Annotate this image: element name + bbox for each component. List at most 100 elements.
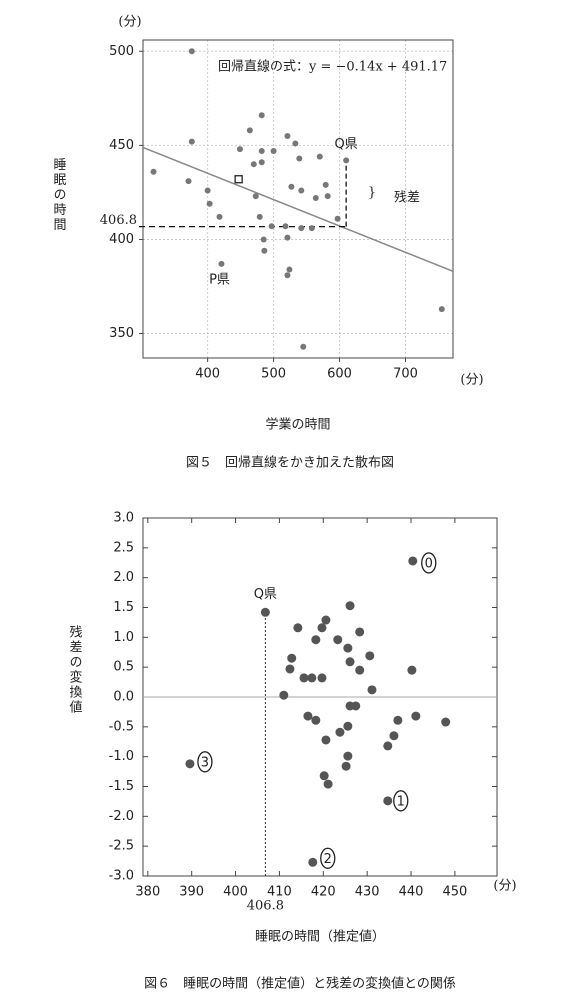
x-tick-label: 400 bbox=[195, 367, 220, 382]
predicted-label: 406.8 bbox=[247, 899, 284, 914]
y-tick-label: -2.5 bbox=[109, 839, 134, 854]
x-tick-label: 390 bbox=[179, 885, 204, 900]
y-tick-label: 0.0 bbox=[113, 690, 134, 705]
point bbox=[287, 653, 297, 663]
point bbox=[441, 717, 451, 727]
point bbox=[312, 195, 319, 202]
point bbox=[298, 225, 305, 232]
point bbox=[286, 266, 293, 273]
point bbox=[216, 213, 223, 220]
point bbox=[311, 715, 321, 725]
plot-frame bbox=[142, 39, 454, 359]
x-tick-label: 700 bbox=[393, 367, 418, 382]
point bbox=[188, 48, 195, 55]
x-tick-label: 380 bbox=[135, 885, 160, 900]
y-tick-label: -0.5 bbox=[109, 719, 134, 734]
point bbox=[284, 272, 291, 279]
point bbox=[185, 759, 195, 769]
x-unit: (分) bbox=[493, 879, 516, 894]
y-tick-label: 500 bbox=[109, 44, 134, 59]
point bbox=[311, 635, 321, 645]
point bbox=[355, 665, 365, 675]
point bbox=[188, 138, 195, 145]
point bbox=[393, 715, 403, 725]
point-label: 1 bbox=[397, 794, 405, 809]
y-unit: (分) bbox=[118, 15, 141, 30]
q-label: Q県 bbox=[335, 137, 358, 152]
y-tick-label: -1.5 bbox=[109, 779, 134, 794]
point bbox=[334, 215, 341, 222]
point bbox=[300, 343, 307, 350]
label-circle bbox=[197, 751, 213, 773]
point bbox=[293, 623, 303, 633]
point bbox=[319, 771, 329, 781]
x-tick-label: 500 bbox=[261, 367, 286, 382]
point-label: 2 bbox=[324, 852, 332, 867]
point bbox=[383, 741, 393, 751]
point bbox=[343, 643, 353, 653]
point bbox=[333, 635, 343, 645]
point bbox=[284, 132, 291, 139]
point bbox=[438, 306, 445, 313]
label-circle bbox=[320, 847, 336, 869]
x-tick-label: 400 bbox=[223, 885, 248, 900]
y-tick-label: -3.0 bbox=[109, 869, 134, 884]
x-axis-label: 学業の時間 bbox=[265, 417, 330, 433]
point bbox=[185, 178, 192, 185]
point bbox=[303, 711, 313, 721]
point bbox=[351, 701, 361, 711]
point bbox=[282, 223, 289, 230]
point bbox=[206, 200, 213, 207]
y-tick-label: 2.5 bbox=[113, 540, 134, 555]
point bbox=[236, 146, 243, 153]
y-tick-label: -2.0 bbox=[109, 809, 134, 824]
point bbox=[288, 183, 295, 190]
brace: } bbox=[368, 186, 376, 201]
point bbox=[298, 187, 305, 194]
point bbox=[383, 796, 393, 806]
point bbox=[345, 657, 355, 667]
point bbox=[343, 721, 353, 731]
point bbox=[279, 690, 289, 700]
y-tick-label: 1.0 bbox=[113, 630, 134, 645]
point bbox=[250, 161, 257, 168]
y-tick-label: 400 bbox=[109, 232, 134, 247]
point bbox=[411, 711, 421, 721]
point bbox=[322, 181, 329, 188]
point bbox=[407, 665, 417, 675]
y-tick-label: 2.0 bbox=[113, 570, 134, 585]
q-label: Q県 bbox=[254, 587, 277, 602]
label-circle bbox=[421, 552, 437, 574]
point bbox=[343, 157, 350, 164]
x-tick-label: 420 bbox=[311, 885, 336, 900]
point bbox=[307, 673, 317, 683]
caption: 図５ 回帰直線をかき加えた散布図 bbox=[186, 455, 394, 471]
x-tick-label: 600 bbox=[327, 367, 352, 382]
point bbox=[285, 664, 295, 674]
x-tick-label: 410 bbox=[267, 885, 292, 900]
point bbox=[343, 751, 353, 761]
point bbox=[270, 148, 277, 155]
point bbox=[316, 153, 323, 160]
y-tick-label: 0.5 bbox=[113, 660, 134, 675]
point bbox=[258, 148, 265, 155]
point bbox=[365, 651, 375, 661]
x-tick-label: 440 bbox=[399, 885, 424, 900]
point bbox=[260, 607, 270, 617]
y-axis-label: 残差の変換値 bbox=[67, 625, 83, 715]
point bbox=[204, 187, 211, 194]
point bbox=[355, 627, 365, 637]
x-tick-label: 450 bbox=[442, 885, 467, 900]
p-label: P県 bbox=[209, 272, 230, 287]
point bbox=[317, 673, 327, 683]
point-label: 3 bbox=[201, 755, 209, 770]
y-tick-label: 350 bbox=[109, 326, 134, 341]
label-circle bbox=[393, 790, 409, 812]
point bbox=[341, 761, 351, 771]
point bbox=[345, 601, 355, 611]
point bbox=[296, 155, 303, 162]
point bbox=[308, 857, 318, 867]
point bbox=[150, 168, 157, 175]
